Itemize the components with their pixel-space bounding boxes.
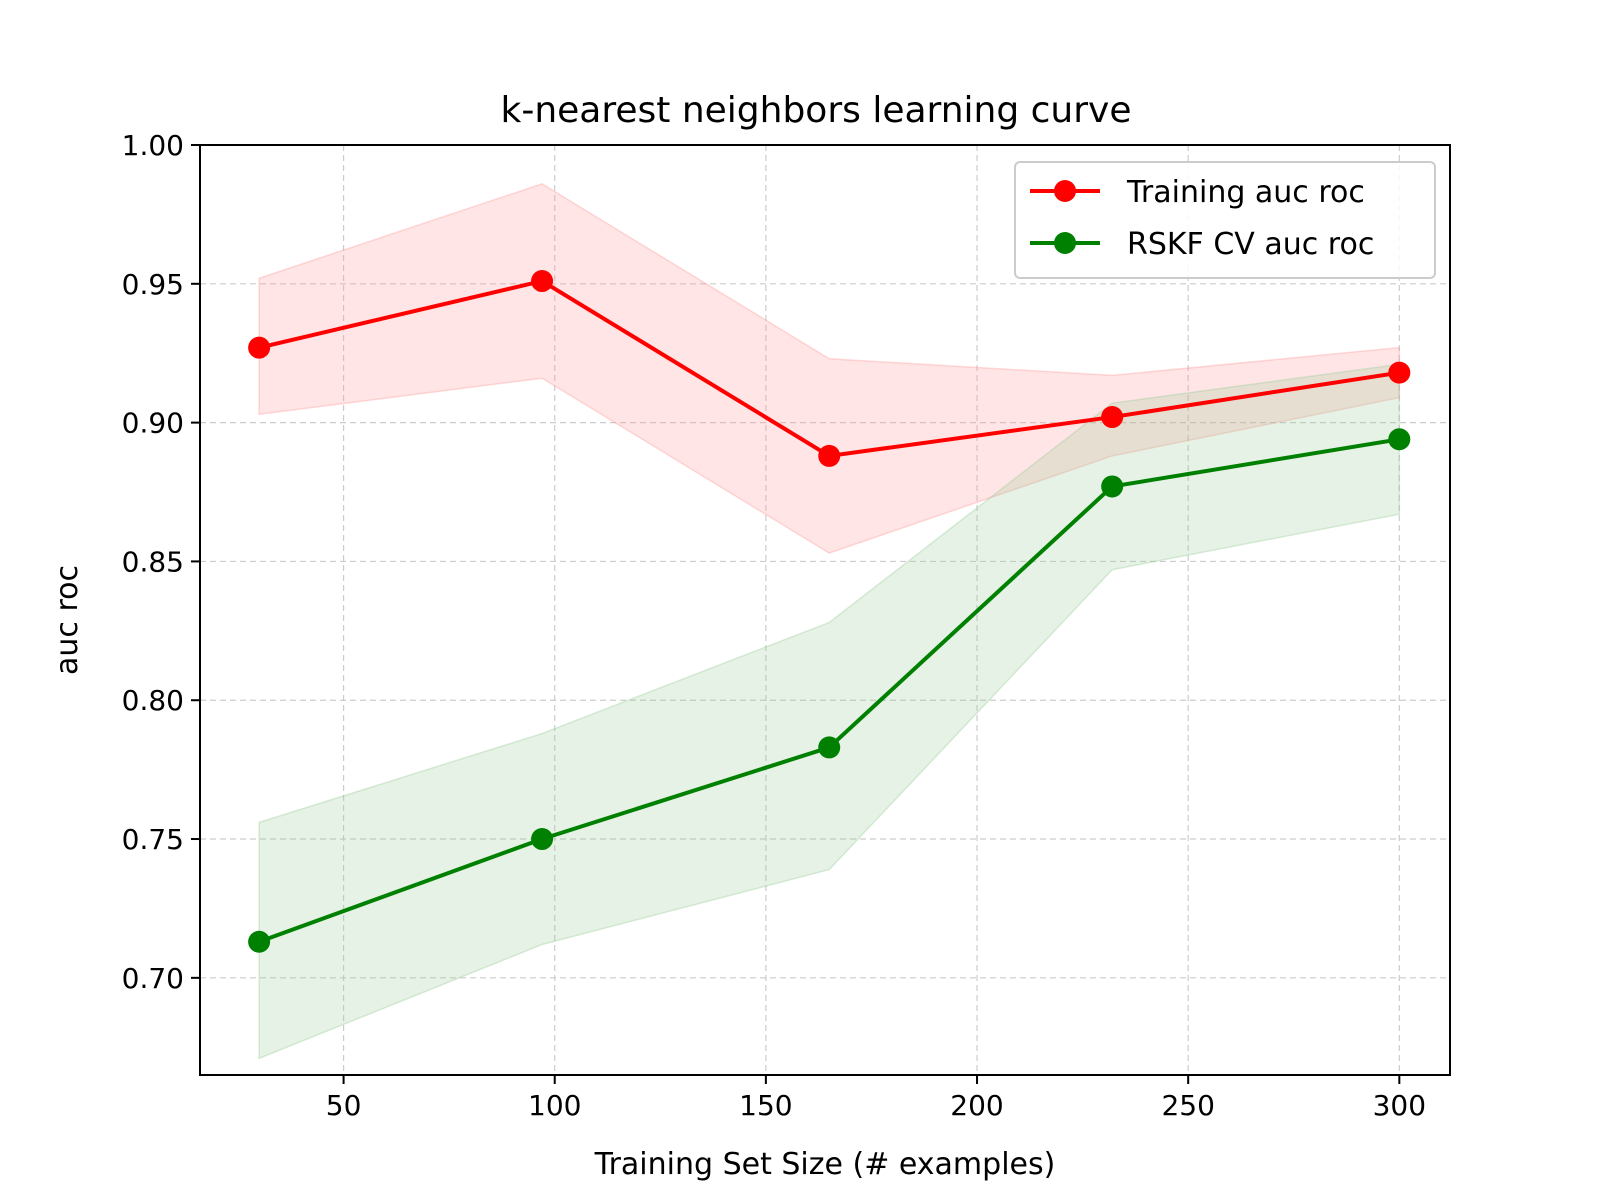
x-tick-label: 150 xyxy=(739,1089,792,1122)
confidence-bands xyxy=(258,183,1401,1060)
axis-ticks: 50 100 150 200 250 300 0.70 0.75 0.80 0.85 0.90 0.9… xyxy=(122,129,1426,1122)
legend-swatch-marker xyxy=(1054,232,1076,254)
point-series-2 xyxy=(1388,428,1411,451)
plot-frame xyxy=(199,144,1451,1076)
y-tick-label: 1.00 xyxy=(122,129,184,162)
point-series-2 xyxy=(1101,475,1124,498)
x-tick-label: 100 xyxy=(528,1089,581,1122)
y-tick-label: 0.95 xyxy=(122,268,184,301)
data-points xyxy=(248,270,1411,953)
point-series-1 xyxy=(818,444,841,467)
band-series-2 xyxy=(258,363,1401,1060)
point-series-2 xyxy=(248,930,271,953)
point-series-1 xyxy=(1388,361,1411,384)
x-tick-label: 300 xyxy=(1373,1089,1426,1122)
y-tick-label: 0.75 xyxy=(122,823,184,856)
x-tick-label: 50 xyxy=(326,1089,362,1122)
legend: Training auc roc RSKF CV auc roc xyxy=(1014,161,1436,279)
chart-title: k-nearest neighbors learning curve xyxy=(500,90,1131,131)
y-tick-label: 0.80 xyxy=(122,684,184,717)
point-series-2 xyxy=(818,736,841,759)
y-tick-label: 0.90 xyxy=(122,407,184,440)
point-series-1 xyxy=(531,270,554,293)
point-series-1 xyxy=(1101,406,1124,429)
legend-swatch-marker xyxy=(1054,180,1076,202)
point-series-1 xyxy=(248,336,271,359)
x-tick-label: 250 xyxy=(1161,1089,1214,1122)
y-tick-label: 0.85 xyxy=(122,545,184,578)
x-axis-label: Training Set Size (# examples) xyxy=(594,1147,1056,1182)
point-series-2 xyxy=(531,828,554,851)
x-tick-label: 200 xyxy=(950,1089,1003,1122)
legend-label: RSKF CV auc roc xyxy=(1127,227,1374,262)
y-tick-label: 0.70 xyxy=(122,962,184,995)
legend-box xyxy=(1014,161,1436,279)
legend-label: Training auc roc xyxy=(1126,175,1365,210)
y-axis-label: auc roc xyxy=(50,565,85,675)
